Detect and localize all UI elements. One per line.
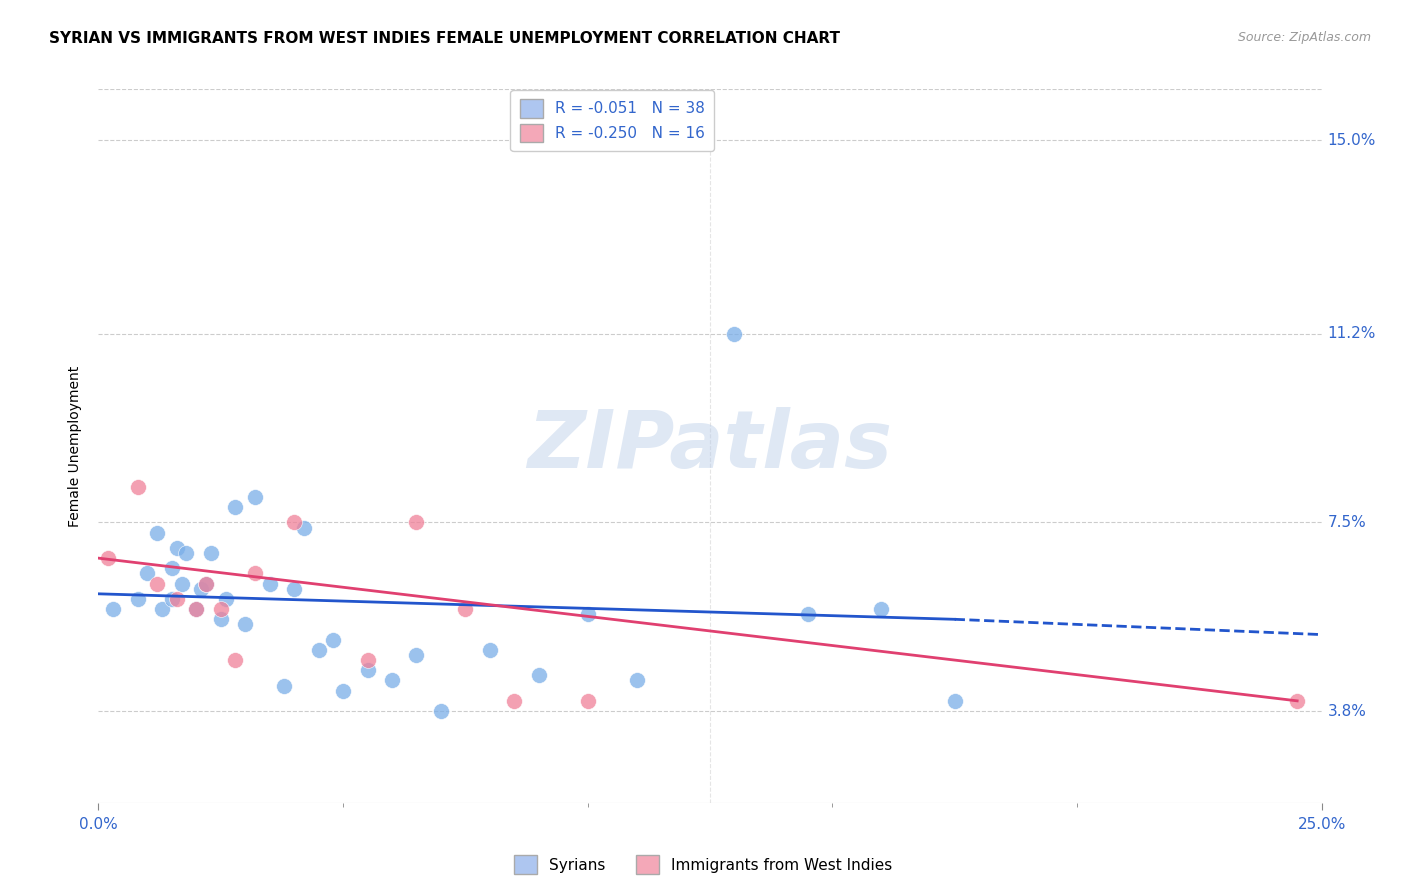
Point bbox=[243, 566, 266, 581]
Point bbox=[576, 694, 599, 708]
Point bbox=[101, 602, 124, 616]
Point bbox=[97, 551, 120, 566]
Point bbox=[150, 602, 173, 616]
Point bbox=[186, 602, 208, 616]
Text: Source: ZipAtlas.com: Source: ZipAtlas.com bbox=[1237, 31, 1371, 45]
Point bbox=[166, 591, 188, 606]
Point bbox=[273, 679, 295, 693]
Point bbox=[527, 668, 550, 682]
Point bbox=[723, 326, 745, 341]
Point bbox=[381, 673, 404, 688]
Point bbox=[146, 576, 169, 591]
Point bbox=[1286, 694, 1309, 708]
Point bbox=[166, 541, 188, 555]
Point bbox=[243, 490, 266, 504]
Point bbox=[170, 576, 193, 591]
Point bbox=[322, 632, 344, 647]
Text: 7.5%: 7.5% bbox=[1327, 515, 1367, 530]
Point bbox=[200, 546, 222, 560]
Legend: R = -0.051   N = 38, R = -0.250   N = 16: R = -0.051 N = 38, R = -0.250 N = 16 bbox=[510, 90, 714, 152]
Point bbox=[943, 694, 966, 708]
Point bbox=[576, 607, 599, 622]
Point bbox=[259, 576, 281, 591]
Point bbox=[292, 520, 315, 534]
Point bbox=[233, 617, 256, 632]
Text: 11.2%: 11.2% bbox=[1327, 326, 1376, 342]
Point bbox=[176, 546, 198, 560]
Point bbox=[195, 576, 218, 591]
Point bbox=[214, 591, 236, 606]
Point bbox=[430, 704, 453, 718]
Point bbox=[356, 663, 378, 677]
Point bbox=[160, 591, 183, 606]
Point bbox=[186, 602, 208, 616]
Point bbox=[454, 602, 477, 616]
Point bbox=[503, 694, 526, 708]
Point bbox=[136, 566, 159, 581]
Point bbox=[190, 582, 212, 596]
Text: SYRIAN VS IMMIGRANTS FROM WEST INDIES FEMALE UNEMPLOYMENT CORRELATION CHART: SYRIAN VS IMMIGRANTS FROM WEST INDIES FE… bbox=[49, 31, 841, 46]
Point bbox=[797, 607, 820, 622]
Point bbox=[224, 500, 246, 515]
Text: 3.8%: 3.8% bbox=[1327, 704, 1367, 719]
Point bbox=[127, 480, 149, 494]
Point bbox=[209, 612, 232, 626]
Point bbox=[405, 648, 427, 662]
Point bbox=[332, 683, 354, 698]
Point bbox=[209, 602, 232, 616]
Point bbox=[160, 561, 183, 575]
Point bbox=[127, 591, 149, 606]
Point bbox=[870, 602, 893, 616]
Point bbox=[405, 516, 427, 530]
Point bbox=[626, 673, 648, 688]
Point bbox=[283, 516, 305, 530]
Point bbox=[356, 653, 378, 667]
Legend: Syrians, Immigrants from West Indies: Syrians, Immigrants from West Indies bbox=[508, 849, 898, 880]
Point bbox=[283, 582, 305, 596]
Point bbox=[146, 525, 169, 540]
Point bbox=[195, 576, 218, 591]
Y-axis label: Female Unemployment: Female Unemployment bbox=[69, 366, 83, 526]
Point bbox=[478, 643, 501, 657]
Text: ZIPatlas: ZIPatlas bbox=[527, 407, 893, 485]
Text: 15.0%: 15.0% bbox=[1327, 133, 1376, 148]
Point bbox=[224, 653, 246, 667]
Point bbox=[308, 643, 330, 657]
